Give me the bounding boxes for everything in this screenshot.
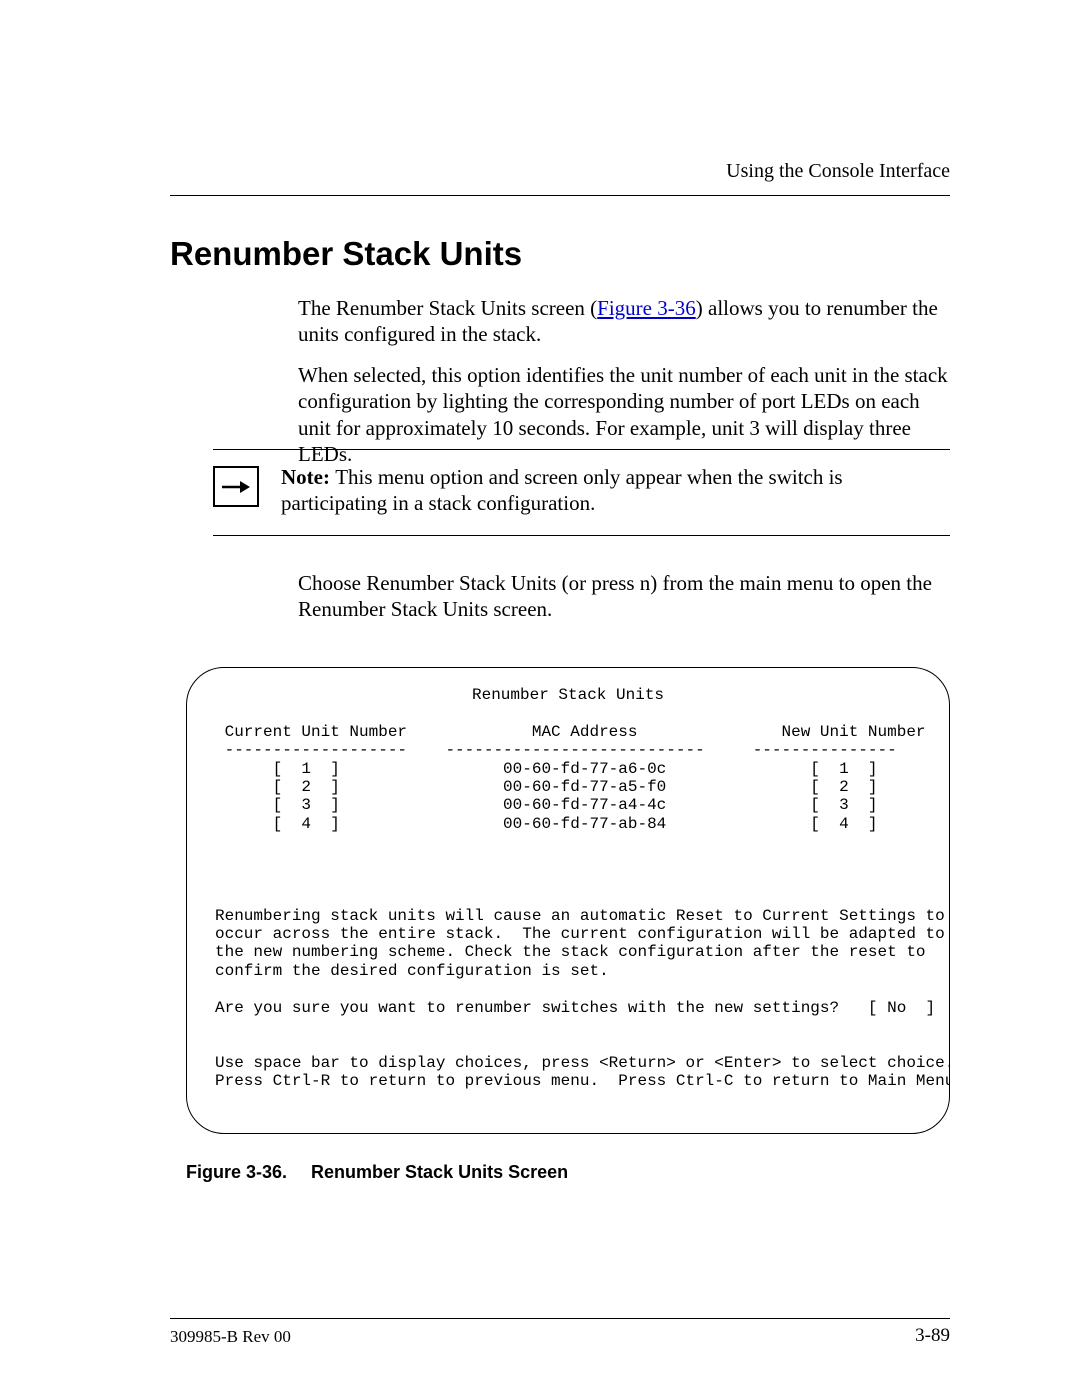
running-header: Using the Console Interface [726,160,950,183]
terminal-title: Renumber Stack Units [215,686,921,704]
terminal-screen: Renumber Stack Units Current Unit Number… [186,667,950,1134]
note-label: Note: [281,465,335,489]
header-rule [170,195,950,196]
footer-page-number: 3-89 [915,1325,950,1347]
note-block: Note: This menu option and screen only a… [213,449,950,536]
note-text: Note: This menu option and screen only a… [281,464,950,517]
figure-caption: Figure 3-36. Renumber Stack Units Screen [186,1162,568,1183]
footer-docid: 309985-B Rev 00 [170,1327,291,1347]
figure-title: Renumber Stack Units Screen [311,1162,568,1182]
p1-part-a: The Renumber Stack Units screen ( [298,296,597,320]
note-body: This menu option and screen only appear … [281,465,843,515]
document-page: Using the Console Interface Renumber Sta… [0,0,1080,1397]
section-title: Renumber Stack Units [170,235,522,273]
footer-rule [170,1318,950,1319]
figure-link[interactable]: Figure 3-36 [597,296,696,320]
paragraph-1: The Renumber Stack Units screen (Figure … [298,295,950,348]
figure-number: Figure 3-36. [186,1162,287,1182]
note-rule-top [213,449,950,450]
paragraph-3: Choose Renumber Stack Units (or press n)… [298,570,950,623]
arrow-right-icon [213,466,259,507]
note-rule-bottom [213,535,950,536]
